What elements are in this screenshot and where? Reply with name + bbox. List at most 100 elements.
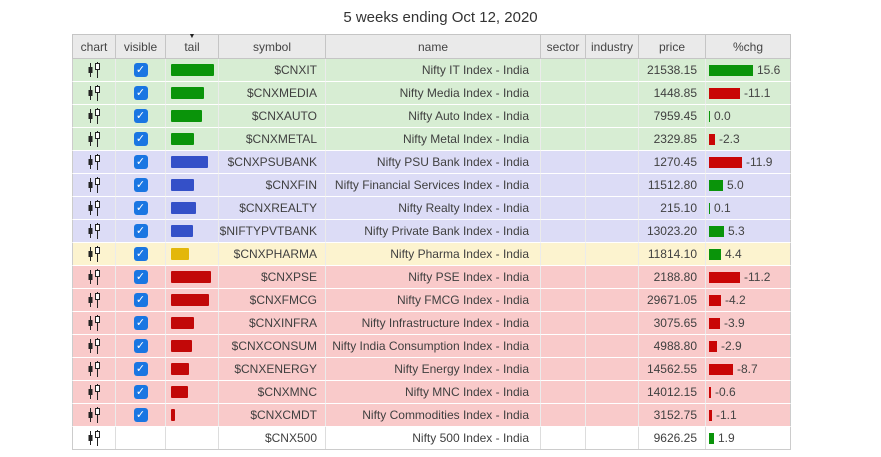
visible-cell	[115, 426, 166, 450]
pct-change-value: 4.4	[725, 247, 742, 261]
pct-change-cell: -4.2	[705, 288, 791, 312]
candlestick-chart-icon[interactable]	[87, 246, 102, 262]
pct-change-cell: -0.6	[705, 380, 791, 404]
candlestick-chart-icon[interactable]	[87, 223, 102, 239]
visible-checkbox[interactable]: ✓	[133, 201, 148, 216]
sector-cell	[540, 380, 586, 404]
visible-checkbox[interactable]: ✓	[133, 224, 148, 239]
col-header-pctchg[interactable]: %chg	[705, 34, 791, 59]
col-header-symbol[interactable]: symbol	[218, 34, 326, 59]
price-cell: 1270.45	[638, 150, 706, 174]
visible-cell: ✓	[115, 265, 166, 289]
chart-cell	[72, 311, 116, 335]
visible-cell: ✓	[115, 403, 166, 427]
visible-checkbox[interactable]: ✓	[133, 178, 148, 193]
col-header-name[interactable]: name	[325, 34, 541, 59]
visible-checkbox[interactable]: ✓	[133, 408, 148, 423]
candlestick-chart-icon[interactable]	[87, 62, 102, 78]
pct-change-bar	[709, 110, 710, 122]
visible-checkbox[interactable]: ✓	[133, 63, 148, 78]
candlestick-chart-icon[interactable]	[87, 85, 102, 101]
chart-cell	[72, 334, 116, 358]
candlestick-chart-icon[interactable]	[87, 131, 102, 147]
name-cell: Nifty FMCG Index - India	[325, 288, 541, 312]
visible-checkbox[interactable]: ✓	[133, 339, 148, 354]
pct-change-bar	[709, 156, 742, 168]
candlestick-chart-icon[interactable]	[87, 338, 102, 354]
industry-cell	[585, 104, 639, 128]
pct-change-indicator: -3.9	[709, 316, 790, 330]
symbol-cell: $CNXCMDT	[218, 403, 326, 427]
price-cell: 11512.80	[638, 173, 706, 197]
pct-change-cell: 0.1	[705, 196, 791, 220]
candlestick-chart-icon[interactable]	[87, 108, 102, 124]
candlestick-chart-icon[interactable]	[87, 361, 102, 377]
pct-change-value: -11.2	[744, 270, 771, 284]
chart-cell	[72, 150, 116, 174]
candlestick-chart-icon[interactable]	[87, 430, 102, 446]
table-row: ✓ $CNXPSUBANK Nifty PSU Bank Index - India…	[72, 150, 791, 174]
name-cell: Nifty 500 Index - India	[325, 426, 541, 450]
symbol-cell: $CNXFMCG	[218, 288, 326, 312]
tail-cell	[165, 242, 219, 266]
name-cell: Nifty Media Index - India	[325, 81, 541, 105]
col-header-sector[interactable]: sector	[540, 34, 586, 59]
visible-cell: ✓	[115, 127, 166, 151]
candlestick-chart-icon[interactable]	[87, 269, 102, 285]
industry-cell	[585, 150, 639, 174]
visible-checkbox[interactable]: ✓	[133, 247, 148, 262]
visible-cell: ✓	[115, 196, 166, 220]
candlestick-chart-icon[interactable]	[87, 292, 102, 308]
pct-change-bar	[709, 64, 753, 76]
name-cell: Nifty Energy Index - India	[325, 357, 541, 381]
pct-change-cell: -11.9	[705, 150, 791, 174]
pct-change-value: -8.7	[737, 362, 758, 376]
table-row: ✓ $CNXMNC Nifty MNC Index - India 14012.15-…	[72, 380, 791, 404]
chart-cell	[72, 104, 116, 128]
candlestick-chart-icon[interactable]	[87, 154, 102, 170]
pct-change-bar	[709, 294, 721, 306]
tail-cell	[165, 104, 219, 128]
visible-checkbox[interactable]: ✓	[133, 109, 148, 124]
visible-checkbox[interactable]: ✓	[133, 86, 148, 101]
table-row: ✓ $CNXMETAL Nifty Metal Index - India 2329.…	[72, 127, 791, 151]
industry-cell	[585, 219, 639, 243]
candlestick-chart-icon[interactable]	[87, 384, 102, 400]
sector-cell	[540, 104, 586, 128]
chart-cell	[72, 173, 116, 197]
candlestick-chart-icon[interactable]	[87, 200, 102, 216]
visible-checkbox[interactable]: ✓	[133, 270, 148, 285]
pct-change-indicator: 1.9	[709, 431, 790, 445]
visible-checkbox[interactable]: ✓	[133, 155, 148, 170]
name-cell: Nifty Auto Index - India	[325, 104, 541, 128]
pct-change-cell: 1.9	[705, 426, 791, 450]
candlestick-chart-icon[interactable]	[87, 177, 102, 193]
header-row: chart visible ▼ tail symbol name sector …	[72, 33, 791, 59]
pct-change-indicator: -1.1	[709, 408, 790, 422]
page-title: 5 weeks ending Oct 12, 2020	[343, 9, 538, 26]
col-header-industry[interactable]: industry	[585, 34, 639, 59]
col-header-price[interactable]: price	[638, 34, 706, 59]
symbol-cell: $CNXPHARMA	[218, 242, 326, 266]
pct-change-cell: 5.0	[705, 173, 791, 197]
pct-change-cell: -2.3	[705, 127, 791, 151]
table-row: ✓ $CNXPSE Nifty PSE Index - India 2188.80 -1…	[72, 265, 791, 289]
candlestick-chart-icon[interactable]	[87, 407, 102, 423]
visible-checkbox[interactable]: ✓	[133, 316, 148, 331]
visible-cell: ✓	[115, 219, 166, 243]
name-cell: Nifty Commodities Index - India	[325, 403, 541, 427]
pct-change-value: 5.0	[727, 178, 744, 192]
visible-checkbox[interactable]: ✓	[133, 385, 148, 400]
industry-cell	[585, 242, 639, 266]
visible-checkbox[interactable]: ✓	[133, 362, 148, 377]
tail-cell	[165, 288, 219, 312]
col-header-chart[interactable]: chart	[72, 34, 116, 59]
col-header-tail[interactable]: ▼ tail	[165, 33, 219, 59]
symbol-cell: $CNXINFRA	[218, 311, 326, 335]
tail-bar	[171, 110, 202, 122]
visible-cell: ✓	[115, 380, 166, 404]
visible-checkbox[interactable]: ✓	[133, 132, 148, 147]
col-header-visible[interactable]: visible	[115, 34, 166, 59]
visible-checkbox[interactable]: ✓	[133, 293, 148, 308]
candlestick-chart-icon[interactable]	[87, 315, 102, 331]
